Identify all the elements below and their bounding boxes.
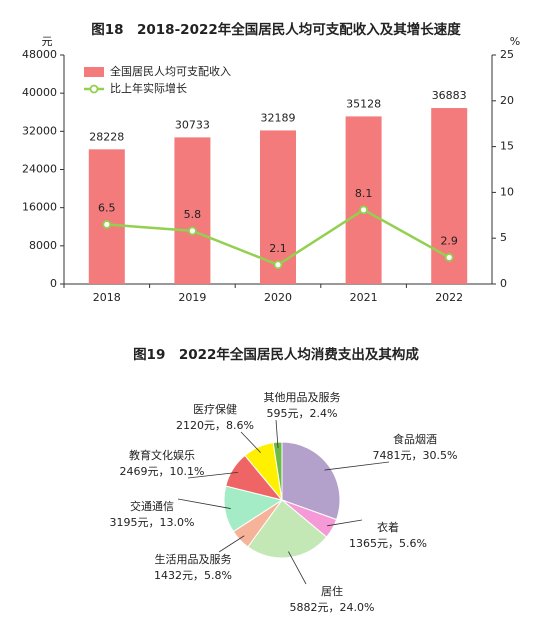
y2-tick-label: 25: [500, 48, 514, 61]
y2-tick-label: 20: [500, 94, 514, 107]
y-tick-label: 24000: [22, 163, 57, 176]
slice-name: 衣着: [377, 520, 399, 534]
slice-label: 2120元，8.6%: [176, 419, 254, 432]
point-label: 8.1: [355, 187, 373, 200]
y2-axis-label: %: [510, 35, 520, 48]
x-tick-label: 2019: [178, 291, 206, 304]
line-point: [444, 253, 454, 262]
leader-line: [240, 431, 261, 453]
y-tick-label: 0: [50, 277, 57, 290]
slice-label: 1432元，5.8%: [154, 569, 232, 582]
y2-tick-label: 0: [500, 277, 507, 290]
slice-label: 3195元，13.0%: [110, 516, 195, 529]
x-tick-label: 2020: [264, 291, 292, 304]
slice-label: 1365元，5.6%: [349, 537, 427, 550]
y-tick-label: 32000: [22, 124, 57, 137]
point-label: 6.5: [98, 201, 116, 214]
pie-slice: [281, 441, 341, 521]
slice-name: 交通通信: [130, 499, 174, 513]
bar-label: 35128: [346, 97, 381, 110]
leader-line: [327, 519, 363, 527]
slice-name: 居住: [321, 584, 343, 598]
y2-tick-label: 15: [500, 140, 514, 153]
bar-label: 36883: [432, 89, 467, 102]
line-point: [273, 260, 283, 270]
slice-label: 7481元，30.5%: [373, 449, 458, 462]
slice-label: 595元，2.4%: [267, 407, 338, 420]
y2-tick-label: 5: [500, 231, 507, 244]
leader-line: [275, 419, 279, 449]
legend-marker: [89, 84, 99, 94]
chart-title: 图18 2018-2022年全国居民人均可支配收入及其增长速度: [91, 21, 461, 38]
leader-line: [218, 535, 245, 553]
slice-name: 其他用品及服务: [264, 391, 341, 404]
slice-name: 食品烟酒: [393, 432, 437, 446]
bar-label: 28228: [89, 130, 124, 143]
line-point: [359, 205, 369, 215]
point-label: 2.9: [440, 234, 458, 247]
slice-label: 5882元，24.0%: [290, 601, 375, 614]
x-tick-label: 2018: [93, 291, 121, 304]
line-point: [187, 226, 197, 236]
leader-line: [324, 461, 390, 471]
y-tick-label: 40000: [22, 86, 57, 99]
y-axis-label: 元: [42, 35, 53, 48]
line-point: [102, 220, 112, 229]
leader-line: [177, 498, 231, 509]
legend-swatch: [84, 67, 104, 77]
y2-tick-label: 10: [500, 185, 514, 198]
leader-line: [288, 551, 307, 585]
pie-slice: [247, 499, 328, 559]
y-tick-label: 8000: [29, 239, 57, 252]
leader-line: [187, 472, 238, 479]
chart-title: 图19 2022年全国居民人均消费支出及其构成: [133, 346, 419, 363]
slice-name: 医疗保健: [193, 402, 237, 416]
slice-name: 生活用品及服务: [155, 552, 232, 566]
y-tick-label: 16000: [22, 201, 57, 214]
x-tick-label: 2022: [435, 291, 463, 304]
bar-label: 32189: [261, 111, 296, 124]
bar: [88, 149, 125, 284]
bar: [345, 116, 382, 285]
legend-label: 比上年实际增长: [110, 81, 187, 95]
point-label: 5.8: [184, 208, 202, 221]
bar-label: 30733: [175, 118, 210, 131]
legend-label: 全国居民人均可支配收入: [110, 64, 231, 78]
point-label: 2.1: [269, 242, 287, 255]
slice-name: 教育文化娱乐: [129, 448, 195, 462]
y-tick-label: 48000: [22, 48, 57, 61]
slice-label: 2469元，10.1%: [120, 465, 205, 478]
bar: [174, 137, 211, 284]
x-tick-label: 2021: [350, 291, 378, 304]
